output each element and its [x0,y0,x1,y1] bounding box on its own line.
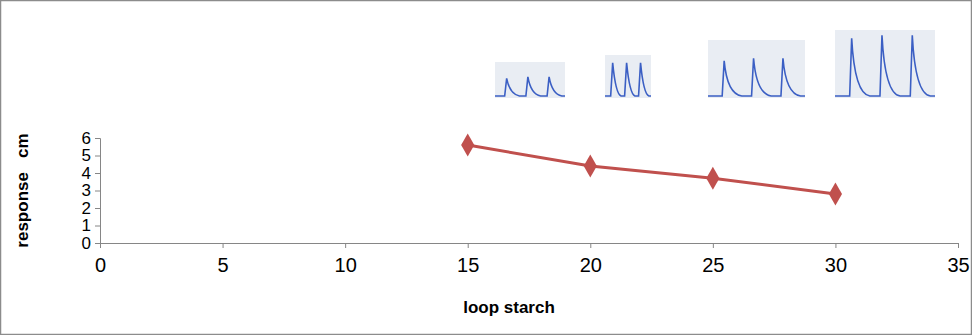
inset-image [605,55,651,98]
x-tick-label: 25 [702,254,724,276]
y-tick-mark [95,156,100,157]
y-axis: 0123456 [82,129,101,253]
x-tick-label: 20 [580,254,602,276]
x-axis: 0 5 10 15 20 25 30 35 [95,243,970,276]
y-tick: 2 [82,199,100,218]
inset-background [835,30,935,98]
x-tick-label: 30 [825,254,847,276]
y-tick-mark [95,208,100,209]
x-tick-mark [223,243,224,248]
x-tick-label: 15 [457,254,479,276]
y-tick: 3 [82,181,100,200]
y-tick-label: 6 [82,129,91,148]
y-tick: 0 [82,234,100,253]
series [461,134,842,206]
y-tick-label: 0 [82,234,91,253]
inset-trace [835,35,935,96]
inset-trace [495,77,565,96]
y-tick: 5 [82,146,100,165]
x-tick-label: 10 [335,254,357,276]
y-tick-mark [95,226,100,227]
y-tick-label: 4 [82,164,91,183]
x-tick-label: 0 [95,254,106,276]
chart: 012345605101520253035loop starchresponse… [0,0,972,335]
y-tick-mark [95,191,100,192]
x-tick: 0 [95,243,106,276]
inset-images [495,30,935,98]
x-tick-mark [835,243,836,248]
y-tick: 1 [82,216,100,235]
x-tick-mark [958,243,959,248]
y-axis-title: response cm [13,133,32,247]
y-tick: 4 [82,164,100,183]
plot-area: 012345605101520253035 [82,129,970,276]
x-tick: 25 [702,243,724,276]
inset-image [708,40,805,98]
y-tick-label: 2 [82,199,91,218]
chart-frame [1,1,972,335]
x-tick: 5 [218,243,229,276]
series-marker [461,134,474,157]
x-tick: 15 [457,243,479,276]
inset-background [605,55,651,98]
inset-image [835,30,935,98]
y-tick-label: 5 [82,146,91,165]
y-tick-mark [95,138,100,139]
series-line [468,145,836,194]
x-tick-mark [100,243,101,248]
x-axis-line [101,244,959,249]
series-marker [706,167,719,190]
x-tick: 30 [825,243,847,276]
x-tick-label: 35 [947,254,969,276]
series-marker [584,155,597,178]
y-tick-label: 3 [82,181,91,200]
x-axis-title: loop starch [463,298,555,317]
x-tick: 20 [580,243,602,276]
x-tick-mark [345,243,346,248]
series-marker [829,183,842,206]
y-tick-label: 1 [82,216,91,235]
y-axis-line [95,139,101,244]
inset-background [495,62,565,98]
x-tick-mark [713,243,714,248]
inset-background [708,40,805,98]
x-tick-label: 5 [218,254,229,276]
inset-trace [605,63,651,96]
inset-image [495,62,565,98]
inset-trace [708,58,805,96]
x-tick-mark [590,243,591,248]
x-tick: 10 [335,243,357,276]
y-tick: 6 [82,129,100,148]
x-tick: 35 [947,243,969,276]
y-tick-mark [95,243,100,244]
x-tick-mark [468,243,469,248]
y-tick-mark [95,173,100,174]
